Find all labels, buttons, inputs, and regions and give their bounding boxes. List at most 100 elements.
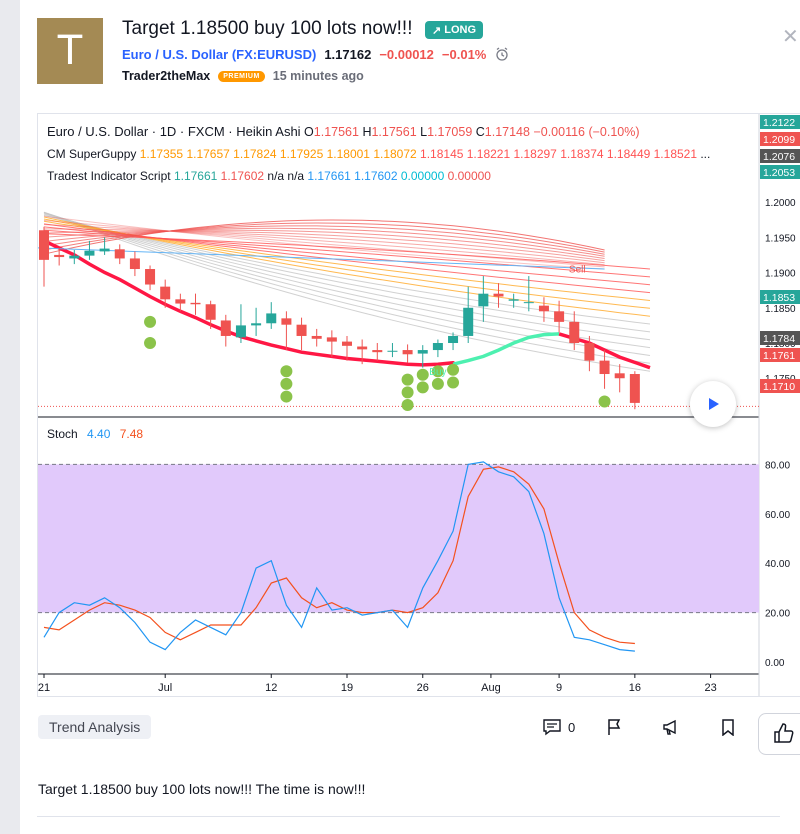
tradest-value: 1.17661 xyxy=(173,169,218,183)
candle-body xyxy=(523,302,534,304)
time-tick-label: 21 xyxy=(38,682,50,694)
ohlc-key-h: H xyxy=(358,125,372,139)
share-button[interactable] xyxy=(662,718,682,736)
candle-body xyxy=(432,343,443,351)
candle-body xyxy=(235,325,246,338)
tag-trend-analysis[interactable]: Trend Analysis xyxy=(38,715,152,739)
signal-dot xyxy=(447,376,460,389)
guppy-value: 1.18297 xyxy=(510,147,557,161)
play-button[interactable] xyxy=(690,381,736,427)
thumbs-up-icon xyxy=(774,723,794,743)
symbol-code: (FX:EURUSD) xyxy=(231,46,317,62)
ohlc-key-c: C xyxy=(472,125,485,139)
chart-container[interactable]: BuySell1.20001.19501.19001.18501.18001.1… xyxy=(37,113,800,697)
play-icon xyxy=(709,398,719,410)
comment-icon xyxy=(543,719,561,736)
bookmark-button[interactable] xyxy=(720,718,736,736)
tradest-legend-values: 1.17661 1.17602 n/a n/a 1.17661 1.17602 … xyxy=(174,169,491,183)
price-label-box xyxy=(760,290,800,304)
idea-description: Target 1.18500 buy 100 lots now!!! The t… xyxy=(38,781,366,797)
price-tick-label: 1.1950 xyxy=(765,233,796,244)
author-name[interactable]: Trader2theMax xyxy=(122,69,211,83)
price-label-box xyxy=(760,132,800,146)
symbol-line: Euro / U.S. Dollar (FX:EURUSD) 1.17162 −… xyxy=(122,46,510,62)
page-gutter xyxy=(0,0,20,834)
sell-marker: Sell xyxy=(569,265,586,276)
ohlc-value-l: 1.17059 xyxy=(427,125,473,139)
long-badge-label: LONG xyxy=(444,24,476,36)
candle-body xyxy=(251,323,262,326)
long-arrow-icon: ↗ xyxy=(432,24,442,37)
guppy-ribbon-line xyxy=(43,233,651,270)
guppy-value: 1.18374 xyxy=(556,147,604,161)
close-icon[interactable]: ✕ xyxy=(782,26,799,48)
price-change: −0.00012 xyxy=(379,46,434,62)
signal-dot xyxy=(401,373,414,386)
guppy-ribbon-line xyxy=(43,211,651,364)
avatar-letter: T xyxy=(57,28,83,74)
price-tick-label: 1.2000 xyxy=(765,198,796,209)
price-label: 1.1784 xyxy=(763,333,795,345)
buy-marker: Buy xyxy=(429,367,446,378)
signal-dot xyxy=(144,315,157,328)
candle-body xyxy=(114,249,125,259)
guppy-legend-values: 1.17355 1.17657 1.17824 1.17925 1.18001 … xyxy=(140,147,711,161)
candle-body xyxy=(84,250,95,256)
guppy-value: 1.18221 xyxy=(463,147,511,161)
candle-body xyxy=(584,343,595,361)
tradest-legend-name: Tradest Indicator Script xyxy=(47,169,171,183)
guppy-slow-line xyxy=(43,225,605,255)
flag-icon xyxy=(608,719,621,735)
report-button[interactable] xyxy=(606,718,622,736)
alarm-clock-icon[interactable] xyxy=(494,46,510,62)
tradest-value: 0.00000 xyxy=(444,169,491,183)
candle-body xyxy=(281,318,292,325)
candle-body xyxy=(296,324,307,336)
stoch-tick-label: 60.00 xyxy=(765,510,790,521)
price-change-pct: −0.01% xyxy=(441,46,487,62)
candle-body xyxy=(326,337,337,342)
guppy-ribbon-line xyxy=(43,229,651,278)
guppy-ribbon-line xyxy=(43,211,651,356)
signal-dot xyxy=(280,377,293,390)
ohlc-change: −0.00116 (−0.10%) xyxy=(529,125,640,139)
price-label: 1.2099 xyxy=(763,134,795,146)
boost-button[interactable] xyxy=(758,713,800,755)
signal-dot xyxy=(280,365,293,378)
symbol-link[interactable]: Euro / U.S. Dollar (FX:EURUSD) xyxy=(122,47,316,62)
guppy-slow-line xyxy=(43,219,605,268)
guppy-value: 1.18449 xyxy=(603,147,651,161)
candle-body xyxy=(266,313,277,324)
main-legend-title: Euro / U.S. Dollar · 1D · FXCM · Heikin … xyxy=(47,124,301,139)
time-tick-label: 9 xyxy=(556,682,562,694)
tradest-value: 0.00000 xyxy=(397,169,445,183)
time-tick-label: Jul xyxy=(158,682,172,694)
symbol-name: Euro / U.S. Dollar xyxy=(122,46,229,62)
candle-body xyxy=(402,350,413,355)
comments-button[interactable]: 0 xyxy=(542,718,575,736)
guppy-value: 1.18001 xyxy=(323,147,370,161)
ohlc-key-l: L xyxy=(416,125,428,139)
guppy-slow-line xyxy=(43,219,605,255)
stoch-tick-label: 20.00 xyxy=(765,609,790,620)
candle-body xyxy=(463,307,474,336)
guppy-ribbon-line xyxy=(43,212,651,372)
tradest-legend: Tradest Indicator Script 1.17661 1.17602… xyxy=(47,169,491,183)
guppy-legend: CM SuperGuppy 1.17355 1.17657 1.17824 1.… xyxy=(47,147,710,161)
price-label: 1.2076 xyxy=(763,151,795,163)
tradest-value: n/a xyxy=(284,169,305,183)
stoch-d-value: 7.48 xyxy=(119,427,144,441)
signal-dot xyxy=(431,365,444,378)
signal-dot xyxy=(401,399,414,412)
bottom-divider xyxy=(37,816,780,817)
candle-body xyxy=(554,311,565,322)
idea-title[interactable]: Target 1.18500 buy 100 lots now!!! xyxy=(122,18,413,39)
ohlc-value-o: 1.17561 xyxy=(313,125,359,139)
signal-dot xyxy=(447,363,460,376)
guppy-fast-line xyxy=(42,239,455,367)
chart-canvas: BuySell1.20001.19501.19001.18501.18001.1… xyxy=(38,114,800,696)
avatar[interactable]: T xyxy=(37,18,103,84)
candle-body xyxy=(493,293,504,297)
guppy-ribbon-line xyxy=(43,214,651,325)
signal-dot xyxy=(416,368,429,381)
